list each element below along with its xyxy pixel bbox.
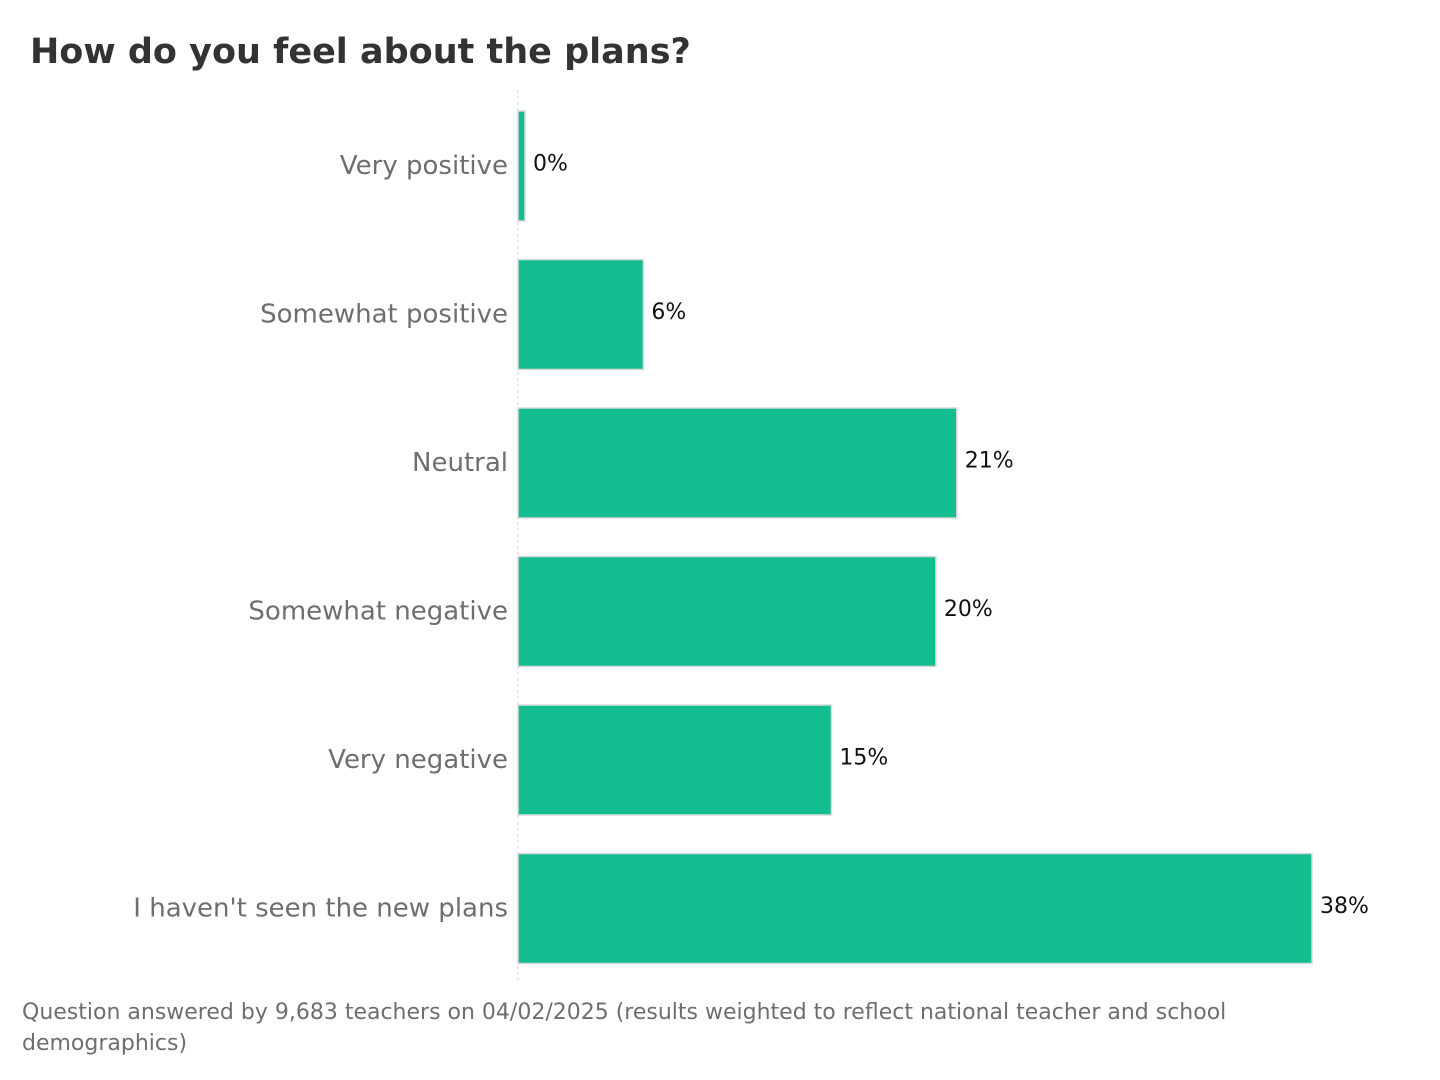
bar-very-negative: [517, 704, 833, 816]
value-label-somewhat-positive: 6%: [651, 300, 686, 325]
category-label-neutral: Neutral: [412, 448, 508, 478]
chart-title: How do you feel about the plans?: [30, 32, 691, 72]
bar-i-haven-t-seen-the-new-plans: [517, 852, 1313, 965]
value-label-very-positive: 0%: [533, 152, 568, 177]
value-label-i-haven-t-seen-the-new-plans: 38%: [1320, 894, 1369, 919]
category-label-somewhat-positive: Somewhat positive: [260, 300, 508, 330]
bar-very-positive: [517, 110, 526, 222]
value-label-neutral: 21%: [965, 449, 1014, 474]
bar-neutral: [517, 407, 958, 519]
category-label-very-positive: Very positive: [340, 151, 508, 181]
bar-chart: Very positive 0% Somewhat positive 6% Neutra…: [133, 90, 1369, 980]
bars-group: Very positive 0% Somewhat positive 6% Neutra…: [133, 110, 1369, 965]
footnote: Question answered by 9,683 teachers on 0…: [22, 1000, 1227, 1056]
value-label-very-negative: 15%: [839, 746, 888, 771]
category-label-i-haven-t-seen-the-new-plans: I haven't seen the new plans: [133, 894, 508, 924]
category-label-somewhat-negative: Somewhat negative: [248, 597, 508, 627]
value-label-somewhat-negative: 20%: [944, 597, 993, 622]
bar-somewhat-positive: [517, 258, 645, 371]
category-label-very-negative: Very negative: [328, 745, 508, 775]
bar-somewhat-negative: [517, 555, 937, 668]
